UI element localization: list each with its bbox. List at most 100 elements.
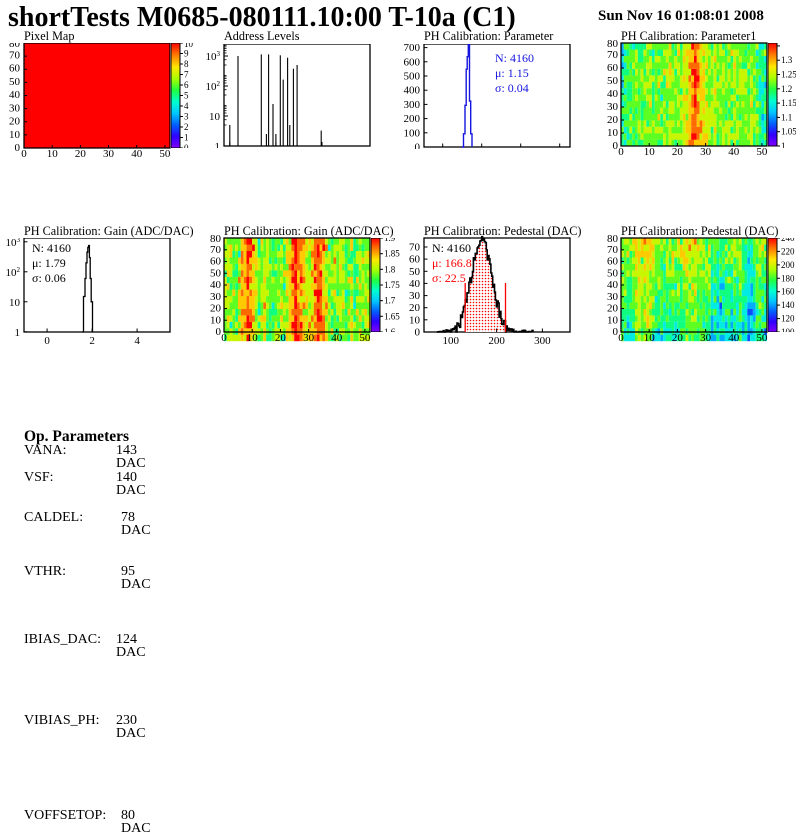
svg-text:0: 0	[184, 143, 189, 148]
svg-text:μ: 1.15: μ: 1.15	[495, 66, 529, 80]
svg-text:180: 180	[781, 273, 795, 283]
svg-text:102: 102	[206, 80, 221, 93]
svg-text:40: 40	[728, 332, 740, 344]
svg-text:103: 103	[206, 50, 221, 63]
svg-text:1.05: 1.05	[781, 127, 796, 137]
svg-text:10: 10	[47, 148, 59, 158]
svg-text:N: 4160: N: 4160	[432, 241, 471, 255]
svg-text:9: 9	[184, 49, 189, 59]
svg-text:80: 80	[607, 38, 619, 50]
svg-text:30: 30	[303, 332, 315, 344]
svg-text:μ: 1.79: μ: 1.79	[32, 256, 66, 270]
svg-text:40: 40	[131, 148, 143, 158]
svg-text:1.6: 1.6	[384, 327, 396, 332]
svg-text:2: 2	[89, 335, 95, 346]
svg-text:2: 2	[184, 122, 189, 132]
svg-text:30: 30	[9, 102, 21, 114]
svg-text:σ: 22.5: σ: 22.5	[432, 271, 466, 285]
svg-text:10: 10	[247, 332, 259, 344]
svg-text:20: 20	[409, 302, 421, 314]
svg-text:60: 60	[9, 63, 21, 75]
svg-text:0: 0	[415, 141, 421, 149]
svg-text:700: 700	[404, 44, 421, 54]
svg-text:20: 20	[607, 303, 619, 315]
svg-text:1.65: 1.65	[384, 311, 400, 321]
svg-text:100: 100	[443, 335, 460, 347]
svg-text:10: 10	[184, 43, 194, 49]
svg-text:40: 40	[9, 89, 21, 101]
svg-text:30: 30	[607, 101, 619, 113]
svg-text:σ: 0.04: σ: 0.04	[495, 81, 529, 95]
svg-text:10: 10	[9, 297, 21, 309]
svg-text:20: 20	[75, 148, 87, 158]
svg-text:200: 200	[488, 335, 505, 347]
svg-text:160: 160	[781, 287, 795, 297]
svg-text:1.1: 1.1	[781, 112, 792, 122]
svg-text:N: 4160: N: 4160	[32, 241, 71, 255]
svg-text:1: 1	[215, 141, 221, 148]
svg-text:600: 600	[404, 56, 421, 68]
svg-text:60: 60	[210, 256, 222, 268]
svg-text:1.85: 1.85	[384, 249, 400, 259]
svg-text:140: 140	[781, 300, 795, 310]
svg-text:10: 10	[209, 111, 221, 123]
svg-text:N: 4160: N: 4160	[495, 51, 534, 65]
svg-text:1.25: 1.25	[781, 70, 796, 80]
svg-text:0: 0	[618, 332, 624, 344]
svg-text:20: 20	[672, 146, 684, 158]
svg-text:6: 6	[184, 80, 189, 90]
svg-text:μ: 166.8: μ: 166.8	[432, 256, 472, 270]
svg-text:0: 0	[415, 327, 421, 339]
svg-text:20: 20	[672, 332, 684, 344]
svg-text:1.9: 1.9	[384, 238, 396, 243]
svg-text:7: 7	[184, 70, 189, 80]
svg-text:70: 70	[210, 244, 222, 256]
svg-text:50: 50	[607, 267, 619, 279]
svg-text:1.7: 1.7	[384, 296, 396, 306]
svg-text:3: 3	[184, 112, 189, 122]
svg-text:1: 1	[781, 141, 786, 148]
svg-text:0: 0	[221, 332, 227, 344]
svg-text:220: 220	[781, 246, 795, 256]
svg-text:10: 10	[607, 127, 619, 139]
svg-text:70: 70	[9, 49, 21, 61]
svg-text:1.75: 1.75	[384, 280, 400, 290]
svg-text:120: 120	[781, 314, 795, 324]
svg-text:10: 10	[607, 314, 619, 326]
svg-text:40: 40	[210, 279, 222, 291]
svg-text:30: 30	[700, 146, 712, 158]
svg-text:80: 80	[9, 43, 21, 50]
svg-text:10: 10	[644, 146, 656, 158]
svg-text:1.15: 1.15	[781, 98, 796, 108]
svg-text:4: 4	[134, 335, 140, 346]
svg-text:60: 60	[607, 256, 619, 268]
svg-text:20: 20	[9, 116, 21, 128]
svg-text:50: 50	[756, 332, 768, 344]
svg-text:50: 50	[159, 148, 171, 158]
svg-text:200: 200	[781, 260, 795, 270]
svg-text:300: 300	[534, 335, 551, 347]
svg-text:40: 40	[607, 279, 619, 291]
svg-text:4: 4	[184, 101, 189, 111]
svg-text:20: 20	[275, 332, 287, 344]
svg-text:40: 40	[409, 278, 421, 290]
svg-text:80: 80	[210, 233, 222, 245]
svg-text:10: 10	[210, 314, 222, 326]
svg-text:0: 0	[21, 148, 27, 158]
svg-text:30: 30	[700, 332, 712, 344]
svg-text:40: 40	[607, 88, 619, 100]
svg-text:30: 30	[103, 148, 115, 158]
svg-text:60: 60	[607, 62, 619, 74]
svg-text:70: 70	[409, 242, 421, 254]
svg-text:30: 30	[607, 291, 619, 303]
svg-text:1.2: 1.2	[781, 84, 792, 94]
svg-text:30: 30	[210, 291, 222, 303]
svg-text:1.3: 1.3	[781, 55, 793, 65]
svg-text:0: 0	[15, 142, 21, 154]
svg-text:0: 0	[44, 335, 50, 346]
svg-text:400: 400	[404, 84, 421, 96]
svg-text:1: 1	[15, 327, 21, 339]
svg-text:50: 50	[409, 266, 421, 278]
svg-text:50: 50	[607, 75, 619, 87]
svg-text:40: 40	[728, 146, 740, 158]
